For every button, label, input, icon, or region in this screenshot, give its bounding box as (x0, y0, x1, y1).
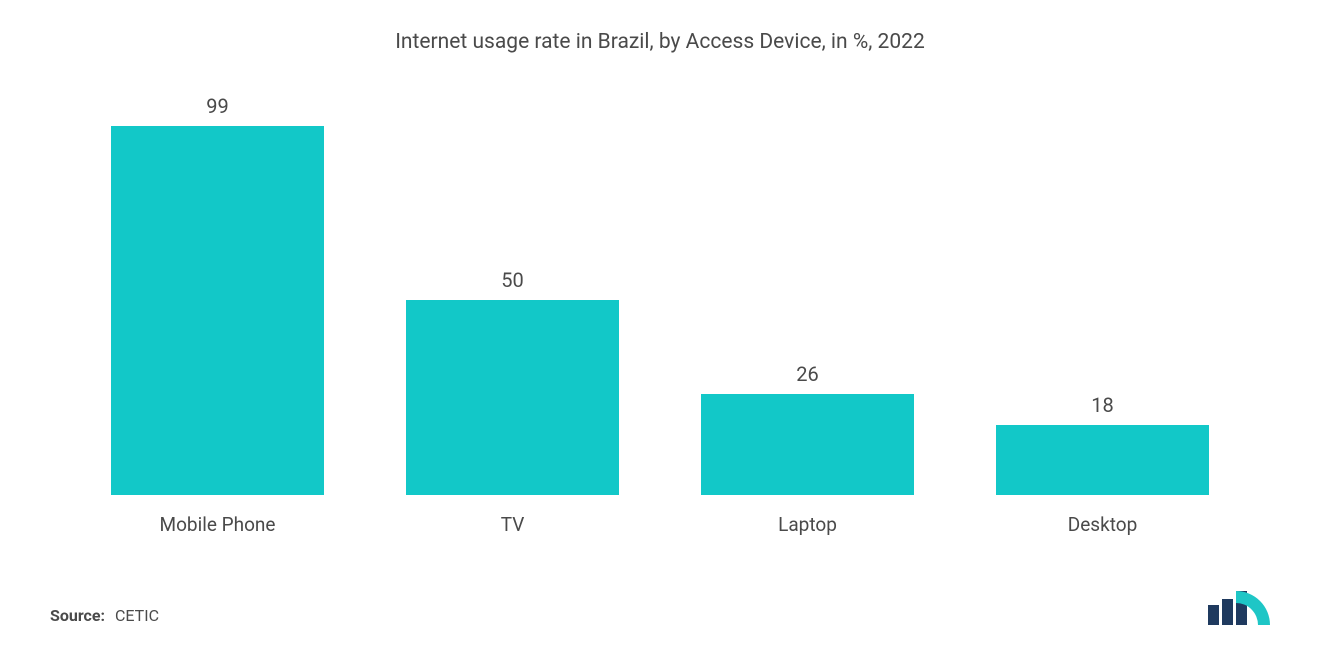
bar-mobile-phone (111, 126, 323, 495)
source-label: Source: (50, 606, 105, 625)
bar-group: 18 (955, 94, 1250, 495)
bar-laptop (701, 394, 913, 495)
bar-group: 99 (70, 94, 365, 495)
x-label: Desktop (955, 513, 1250, 536)
source-citation: Source: CETIC (50, 606, 159, 625)
x-label: TV (365, 513, 660, 536)
source-value: CETIC (115, 606, 159, 625)
bars-row: 99 50 26 18 (70, 94, 1250, 495)
bar-group: 26 (660, 94, 955, 495)
bar-group: 50 (365, 94, 660, 495)
chart-footer: Source: CETIC (50, 591, 1270, 625)
chart-title: Internet usage rate in Brazil, by Access… (50, 30, 1270, 54)
x-label: Laptop (660, 513, 955, 536)
brand-logo-icon (1206, 591, 1270, 625)
bar-tv (406, 300, 618, 495)
x-axis-labels: Mobile Phone TV Laptop Desktop (70, 513, 1250, 536)
bar-desktop (996, 425, 1208, 495)
chart-plot-area: 99 50 26 18 (70, 94, 1250, 495)
bar-value-label: 50 (501, 268, 523, 292)
chart-container: Internet usage rate in Brazil, by Access… (0, 0, 1320, 665)
bar-value-label: 18 (1091, 393, 1113, 417)
bar-value-label: 26 (796, 362, 818, 386)
bar-value-label: 99 (206, 94, 228, 118)
x-label: Mobile Phone (70, 513, 365, 536)
